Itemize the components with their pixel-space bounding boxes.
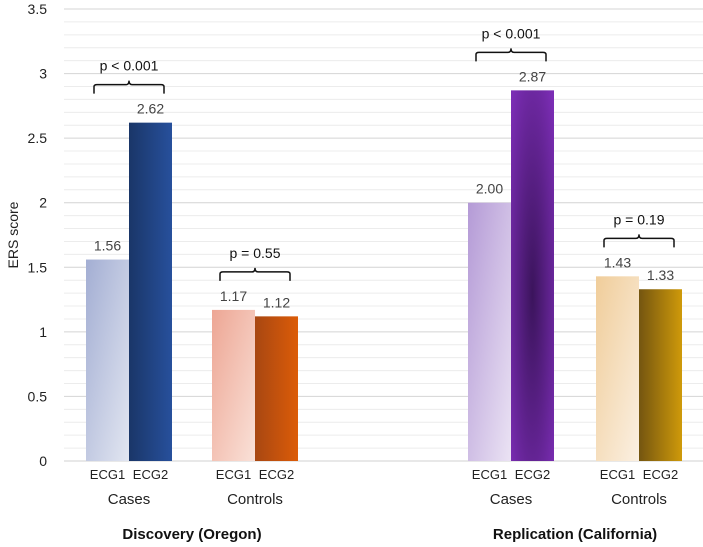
- significance-bracket: [219, 267, 291, 281]
- bar-replication-cases-ecg1: [468, 202, 511, 461]
- data-label: 1.17: [220, 288, 247, 304]
- significance-bracket: [475, 48, 547, 62]
- subgroup-label: Cases: [108, 491, 151, 508]
- subgroup-label: Controls: [611, 491, 667, 508]
- y-tick-label: 2.5: [28, 130, 48, 146]
- data-label: 2.87: [519, 68, 546, 84]
- x-tick-label: ECG1: [472, 467, 507, 482]
- y-tick-label: 3: [39, 66, 47, 82]
- x-tick-label: ECG1: [600, 467, 635, 482]
- data-label: 1.56: [94, 238, 121, 254]
- x-tick-label: ECG2: [643, 467, 678, 482]
- p-value-label: p = 0.19: [614, 211, 665, 227]
- bar-discovery-cases-ecg2: [129, 122, 172, 461]
- bar-replication-controls-ecg2: [639, 289, 682, 461]
- group-label: Replication (California): [493, 526, 657, 543]
- data-label: 2.00: [476, 181, 503, 197]
- x-tick-label: ECG2: [133, 467, 168, 482]
- bar-replication-controls-ecg1: [596, 276, 639, 461]
- bar-discovery-cases-ecg1: [86, 259, 129, 461]
- bar-discovery-controls-ecg2: [255, 316, 298, 461]
- subgroup-label: Cases: [490, 491, 533, 508]
- y-axis-title: ERS score: [5, 201, 21, 268]
- significance-bracket: [93, 80, 165, 94]
- significance-bracket: [603, 234, 675, 248]
- x-tick-label: ECG2: [515, 467, 550, 482]
- bar-discovery-controls-ecg1: [212, 309, 255, 461]
- y-tick-label: 3.5: [28, 1, 48, 17]
- data-label: 1.33: [647, 267, 674, 283]
- p-value-label: p < 0.001: [482, 25, 541, 41]
- data-label: 1.12: [263, 294, 290, 310]
- y-tick-label: 0: [39, 453, 47, 469]
- y-tick-label: 2: [39, 195, 47, 211]
- y-tick-label: 0.5: [28, 388, 48, 404]
- x-tick-label: ECG2: [259, 467, 294, 482]
- p-value-label: p < 0.001: [100, 58, 159, 74]
- y-tick-label: 1: [39, 324, 47, 340]
- subgroup-label: Controls: [227, 491, 283, 508]
- data-label: 1.43: [604, 254, 631, 270]
- x-tick-label: ECG1: [90, 467, 125, 482]
- bar-replication-cases-ecg2: [511, 90, 554, 462]
- x-tick-label: ECG1: [216, 467, 251, 482]
- data-label: 2.62: [137, 101, 164, 117]
- p-value-label: p = 0.55: [230, 245, 281, 261]
- group-label: Discovery (Oregon): [122, 526, 261, 543]
- y-tick-label: 1.5: [28, 259, 48, 275]
